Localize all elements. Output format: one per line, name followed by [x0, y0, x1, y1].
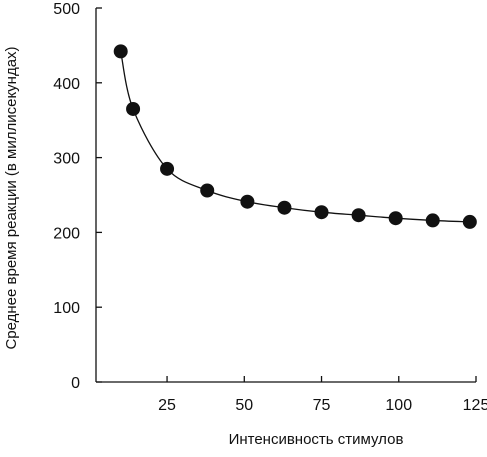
fit-curve — [120, 51, 470, 223]
data-point — [200, 183, 215, 198]
data-point — [351, 208, 366, 223]
x-axis-label: Интенсивность стимулов — [229, 431, 404, 448]
y-axis-label: Среднее время реакции (в миллисекундах) — [3, 46, 20, 349]
data-point — [462, 214, 477, 229]
axes: 0 100 200 300 400 500 25 50 75 100 125 — [53, 1, 487, 414]
data-point — [113, 44, 128, 59]
y-tick-label: 500 — [53, 1, 80, 18]
data-point — [388, 211, 403, 226]
data-point — [240, 194, 255, 209]
data-point — [126, 101, 141, 116]
y-tick-label: 400 — [53, 76, 80, 93]
x-tick-label: 75 — [313, 397, 331, 414]
x-tick-label: 125 — [463, 397, 487, 414]
y-tick-label: 100 — [53, 300, 80, 317]
y-tick-label: 0 — [71, 375, 80, 392]
data-points — [113, 44, 477, 229]
y-tick-label: 300 — [53, 151, 80, 168]
fit-curve-layer — [120, 51, 470, 223]
y-tick-label: 200 — [53, 225, 80, 242]
x-tick-label: 50 — [235, 397, 253, 414]
data-point — [277, 200, 292, 215]
data-point — [425, 213, 440, 228]
data-point — [160, 161, 175, 176]
x-tick-label: 25 — [158, 397, 176, 414]
x-tick-label: 100 — [385, 397, 412, 414]
data-point — [314, 205, 329, 220]
